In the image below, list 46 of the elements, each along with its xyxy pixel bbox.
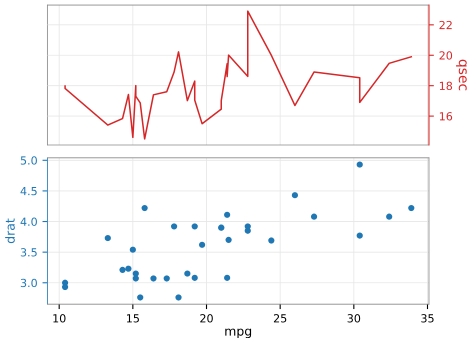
y2-axis-title: qsec: [456, 60, 467, 90]
line-series: [64, 10, 412, 140]
point: [224, 212, 230, 218]
y2-tick-label: 18: [440, 82, 452, 90]
point: [171, 223, 178, 230]
point: [192, 223, 198, 230]
y-tick-label: 4.5: [20, 187, 37, 196]
point: [198, 242, 206, 248]
point: [62, 280, 68, 286]
point: [224, 274, 230, 281]
y2-tick-label: 16: [440, 112, 452, 120]
point: [175, 294, 182, 301]
point: [132, 270, 139, 277]
point: [130, 246, 136, 253]
point: [226, 236, 232, 244]
y-tick-label: 3.0: [20, 278, 37, 288]
x-tick-label: 10: [53, 314, 66, 323]
point: [356, 161, 363, 168]
point: [292, 192, 298, 198]
point: [164, 275, 170, 282]
y-tick-label: 4.0: [20, 218, 37, 226]
point: [150, 275, 157, 282]
x-tick-label: 20: [200, 314, 213, 323]
x-tick-label: 35: [421, 314, 434, 323]
point: [137, 294, 144, 301]
x-tick-label: 15: [127, 314, 139, 323]
point: [104, 234, 111, 242]
point: [356, 232, 363, 239]
point: [119, 266, 126, 274]
point: [132, 275, 139, 282]
point: [125, 266, 132, 272]
point: [268, 237, 274, 244]
point: [184, 270, 190, 277]
y2-tick-label: 20: [440, 51, 452, 60]
x-axis-title: mpg: [225, 328, 252, 338]
y-tick-label: 5.0: [20, 156, 37, 165]
point: [386, 214, 392, 220]
point: [408, 204, 414, 212]
y-tick-label: 3.5: [20, 248, 37, 257]
y2-tick-label: 22: [440, 20, 452, 30]
x-tick-label: 30: [348, 314, 360, 323]
point: [142, 204, 148, 212]
x-tick-label: 25: [274, 314, 286, 323]
point: [310, 214, 318, 220]
point: [192, 274, 198, 281]
y-axis-title: drat: [5, 218, 15, 244]
